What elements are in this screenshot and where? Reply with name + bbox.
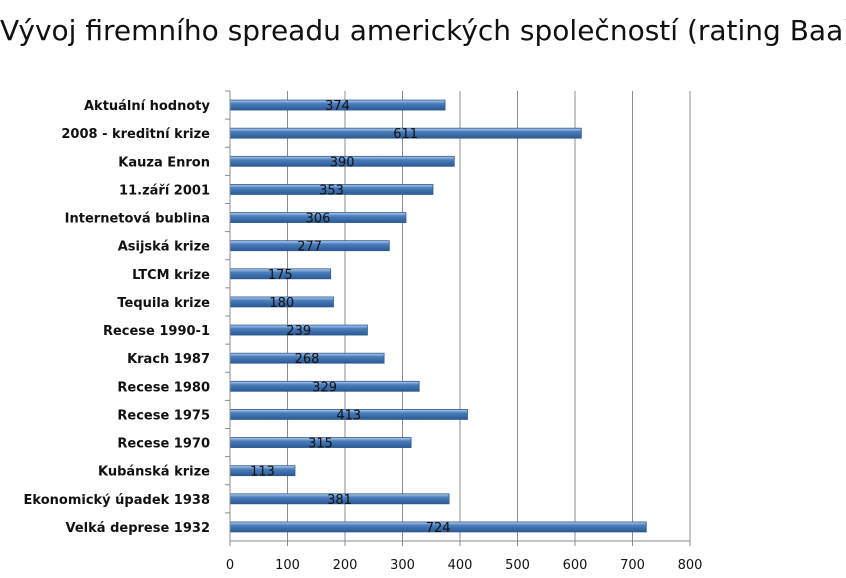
category-label: Recese 1970 [117,437,210,452]
category-label: Tequila krize [117,296,210,311]
data-label: 175 [268,268,293,283]
category-label: 2008 - kreditní krize [61,127,210,142]
data-label: 329 [312,380,337,395]
data-label: 724 [426,521,451,536]
category-label: Ekonomický úpadek 1938 [24,493,210,508]
x-tick-label: 800 [678,558,703,573]
category-label: Recese 1975 [117,408,210,423]
category-label: LTCM krize [132,268,210,283]
category-label: Kauza Enron [118,155,210,170]
bars [229,99,647,533]
data-label: 277 [297,240,322,255]
data-label: 611 [393,127,418,142]
category-label: Krach 1987 [127,352,210,367]
x-tick-label: 400 [448,558,473,573]
data-label: 180 [269,296,294,311]
x-tick-label: 300 [390,558,415,573]
data-label: 390 [330,155,355,170]
category-label: Recese 1980 [117,380,210,395]
category-label: Velká deprese 1932 [66,521,211,536]
category-label: Asijská krize [118,240,210,255]
data-label: 113 [250,465,275,480]
category-label: Internetová bublina [65,212,210,227]
labels: 0 100 200 300 400 500 600 700 800 Aktuální hodnot… [24,99,703,573]
data-label: 239 [286,324,311,339]
data-label: 306 [306,212,331,227]
data-label: 413 [336,408,361,423]
category-label: 11.září 2001 [119,183,210,198]
x-tick-label: 200 [333,558,358,573]
data-label: 374 [325,99,350,114]
axes [225,90,691,546]
x-tick-label: 500 [505,558,530,573]
data-label: 353 [319,183,344,198]
category-label: Aktuální hodnoty [84,99,211,114]
x-tick-label: 100 [275,558,300,573]
category-label: Recese 1990-1 [103,324,210,339]
chart-title: Vývoj firemního spreadu amerických spole… [0,14,846,47]
data-label: 315 [308,437,333,452]
x-tick-label: 700 [620,558,645,573]
category-label: Kubánská krize [98,465,210,480]
x-tick-label: 0 [226,558,234,573]
data-label: 268 [295,352,320,367]
x-tick-label: 600 [563,558,588,573]
data-label: 381 [327,493,352,508]
